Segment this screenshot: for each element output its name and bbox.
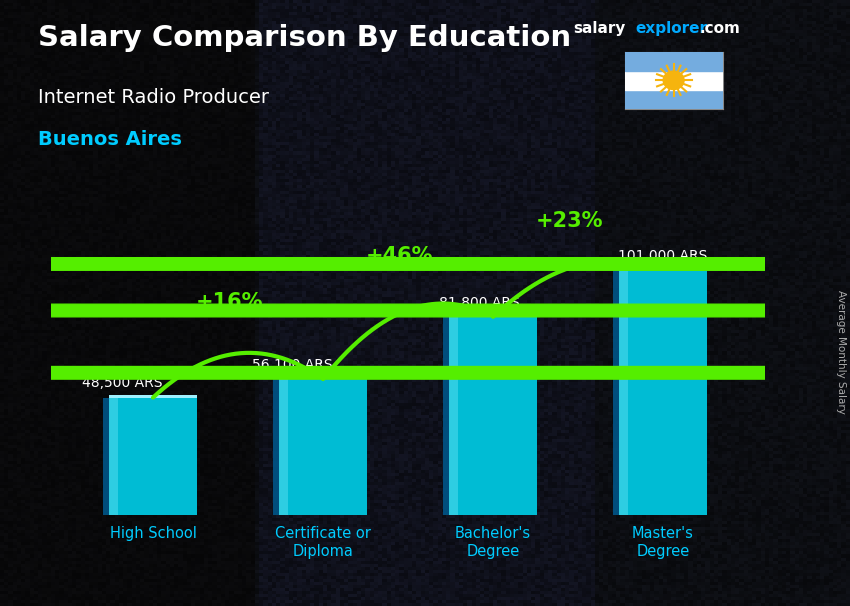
Text: +46%: +46%	[366, 245, 434, 265]
Text: +16%: +16%	[196, 292, 264, 312]
Text: explorer: explorer	[635, 21, 707, 36]
Text: 56,100 ARS: 56,100 ARS	[252, 358, 332, 372]
Bar	[625, 90, 722, 109]
Text: 48,500 ARS: 48,500 ARS	[82, 376, 162, 390]
Text: .com: .com	[700, 21, 740, 36]
Text: 81,800 ARS: 81,800 ARS	[439, 296, 519, 310]
Polygon shape	[0, 367, 850, 379]
Text: Average Monthly Salary: Average Monthly Salary	[836, 290, 846, 413]
Text: salary: salary	[574, 21, 626, 36]
Text: Buenos Aires: Buenos Aires	[38, 130, 182, 149]
Text: Internet Radio Producer: Internet Radio Producer	[38, 88, 269, 107]
Polygon shape	[0, 304, 850, 317]
Text: +23%: +23%	[536, 211, 604, 231]
Bar	[625, 52, 722, 71]
Polygon shape	[0, 258, 850, 270]
Text: Salary Comparison By Education: Salary Comparison By Education	[38, 24, 571, 52]
Circle shape	[663, 71, 684, 90]
Text: 101,000 ARS: 101,000 ARS	[618, 249, 708, 263]
Bar	[625, 71, 722, 90]
